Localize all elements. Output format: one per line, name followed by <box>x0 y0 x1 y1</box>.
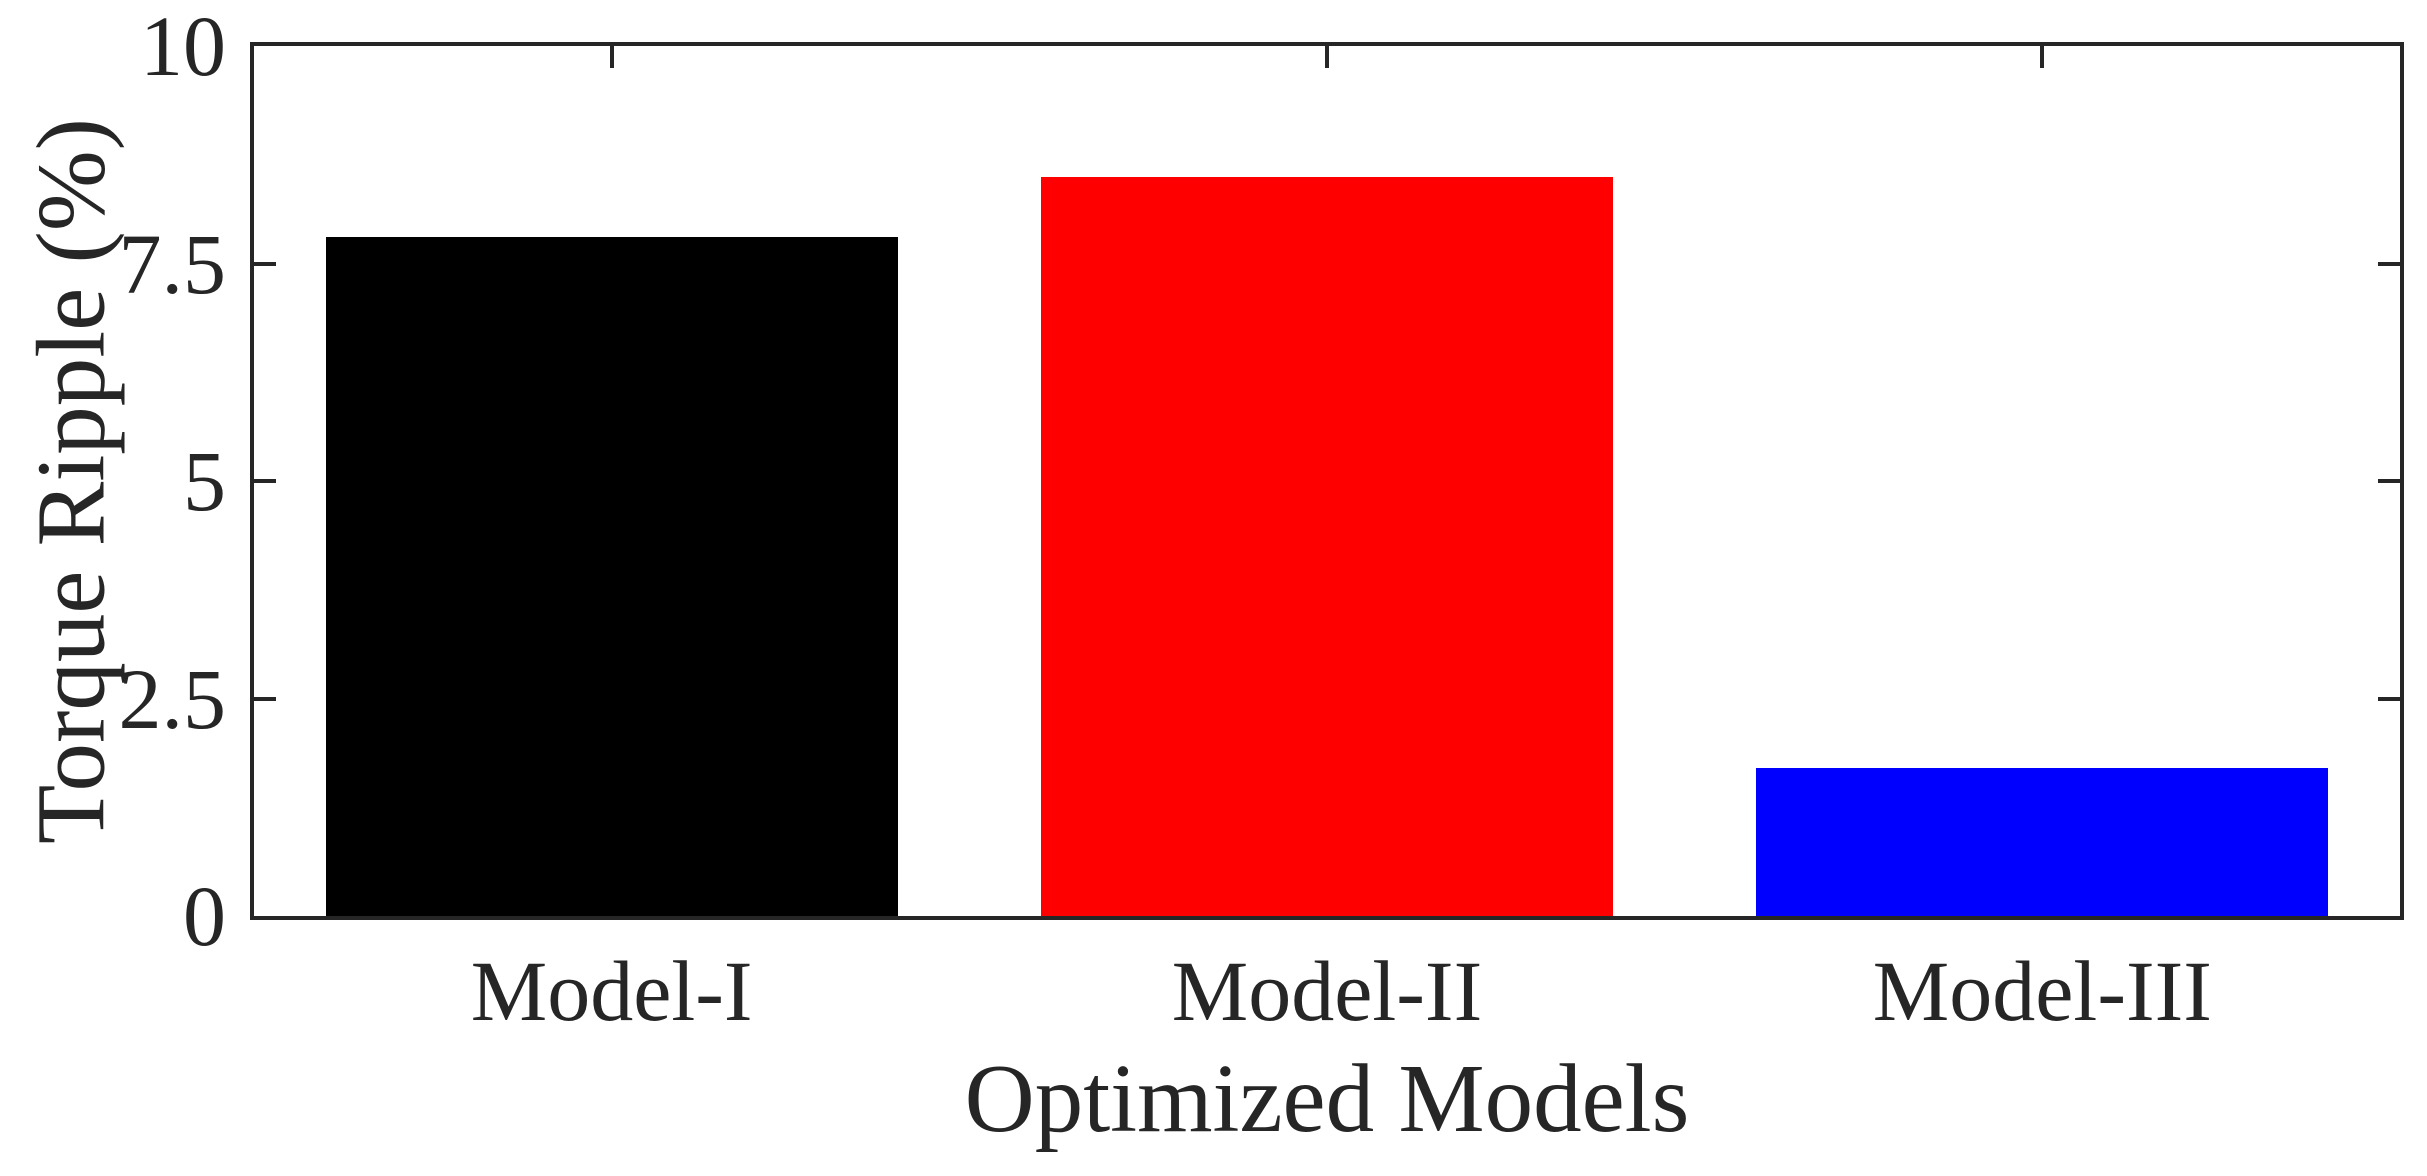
x-axis-label: Optimized Models <box>964 1045 1690 1152</box>
x-tick-top-model-ii <box>1325 46 1329 68</box>
x-tick-label-model-ii: Model-II <box>1171 943 1483 1039</box>
y-tick-label-2.5: 2.5 <box>118 650 227 747</box>
bar-model-iii <box>1756 768 2329 916</box>
y-tick-label-7.5: 7.5 <box>118 215 227 312</box>
y-tick-right-2.5 <box>2378 696 2400 701</box>
y-tick-label-0: 0 <box>183 868 226 964</box>
y-tick-left-7.5 <box>254 261 276 266</box>
bar-model-i <box>325 237 898 916</box>
x-tick-top-model-iii <box>2040 46 2045 68</box>
y-tick-label-5: 5 <box>183 433 226 529</box>
bar-model-ii <box>1040 176 1614 916</box>
x-tick-top-model-i <box>609 46 614 68</box>
plot-area <box>250 42 2404 920</box>
y-tick-right-5 <box>2378 479 2400 483</box>
x-tick-label-model-i: Model-I <box>470 943 753 1039</box>
x-tick-label-model-iii: Model-III <box>1872 943 2212 1039</box>
y-tick-right-7.5 <box>2378 261 2400 266</box>
y-tick-left-5 <box>254 479 276 483</box>
y-tick-left-2.5 <box>254 696 276 701</box>
y-tick-label-10: 10 <box>140 0 226 94</box>
